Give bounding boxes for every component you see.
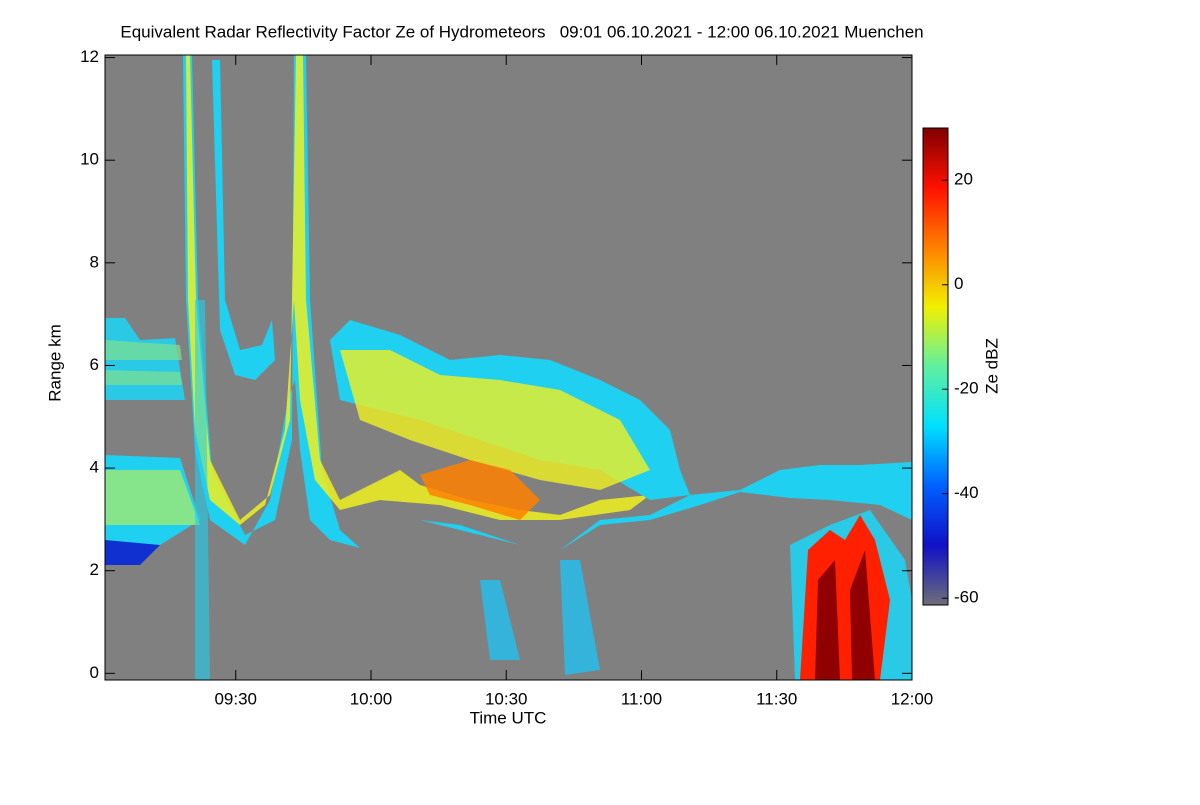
colorbar-tick-label: 0 [954,274,963,293]
chart-title: Equivalent Radar Reflectivity Factor Ze … [120,22,923,41]
x-tick-label: 10:00 [350,689,393,708]
y-tick-label: 4 [90,458,99,477]
colorbar-tick-label: -40 [954,483,979,502]
colorbar-tick-label: -60 [954,588,979,607]
plot-frame [104,54,913,681]
y-tick-label: 8 [90,252,99,271]
y-tick-label: 6 [90,355,99,374]
colorbar-label: Ze dBZ [982,338,1001,394]
x-tick-label: 11:30 [756,689,797,708]
x-tick-label: 12:00 [891,689,934,708]
y-tick-label: 12 [80,47,99,66]
colorbar [922,127,949,606]
y-tick-label: 2 [90,560,99,579]
y-axis-label: Range km [45,324,64,401]
reflectivity-field [105,55,912,680]
x-axis-label: Time UTC [470,708,547,727]
colorbar-tick-label: -20 [954,379,979,398]
y-tick-label: 10 [80,150,99,169]
y-tick-label: 0 [90,663,99,682]
x-tick-label: 09:30 [214,689,257,708]
x-tick-label: 10:30 [485,689,528,708]
colorbar-tick-label: 20 [954,170,973,189]
x-tick-label: 11:00 [621,689,662,708]
